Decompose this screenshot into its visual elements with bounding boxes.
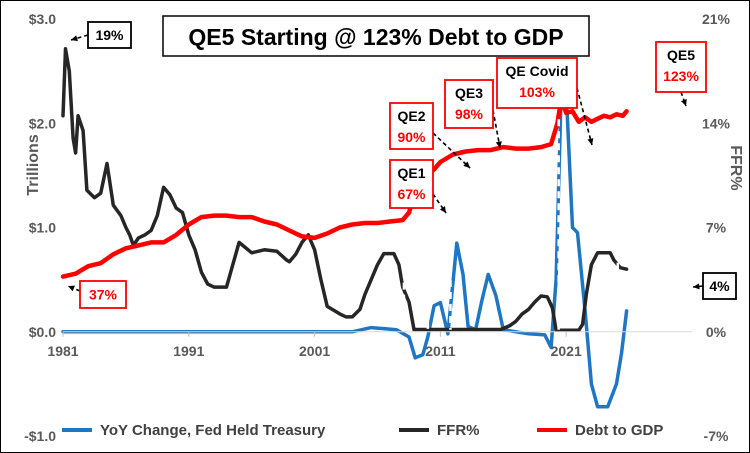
x-tick-label: 1991 — [173, 343, 204, 359]
title-layer: QE5 Starting @ 123% Debt to GDP — [162, 15, 590, 57]
annotation-text: 4% — [709, 278, 730, 294]
y-right-tick-label: 0% — [706, 324, 727, 340]
legend-label: Debt to GDP — [575, 422, 663, 439]
annotation-text: 37% — [89, 287, 118, 303]
annotation-arrowhead — [681, 99, 687, 106]
x-tick-label: 2021 — [551, 343, 582, 359]
annotation-arrowhead — [693, 283, 700, 290]
annotation-arrowhead — [463, 161, 470, 168]
y-right-tick-label: 21% — [702, 11, 731, 27]
annotation-box — [79, 280, 127, 309]
y-left-tick-label: $1.0 — [29, 220, 56, 236]
y-right-tick-label: 7% — [706, 220, 727, 236]
series-layer — [60, 47, 629, 409]
annotation-box — [87, 21, 132, 49]
ann-37pct: 37% — [67, 280, 127, 309]
annotation-text: QE Covid — [505, 63, 568, 79]
y-right-axis-title: FFR% — [727, 145, 744, 190]
series-line-debt-to-gdp — [60, 97, 629, 279]
annotation-box — [389, 159, 434, 209]
ann-4pct: 4% — [692, 272, 737, 300]
ann-qe-covid: QE Covid 103% — [496, 57, 594, 146]
annotation-text: 90% — [397, 129, 426, 145]
annotation-text: 123% — [663, 68, 699, 84]
annotation-leader-line — [680, 91, 687, 107]
series-line-ffr- — [61, 47, 629, 333]
chart-title: QE5 Starting @ 123% Debt to GDP — [188, 24, 563, 50]
annotation-arrowhead — [71, 35, 78, 42]
annotation-box — [496, 57, 578, 109]
legend-label: FFR% — [437, 422, 480, 439]
annotation-leader-line — [432, 193, 447, 214]
series-line-yoy-change-fed-held-treasury — [61, 90, 629, 409]
legend-entry: Debt to GDP — [537, 422, 663, 439]
annotation-arrowhead — [587, 138, 594, 145]
y-right-tick-label: 14% — [702, 115, 731, 131]
legend-entry: FFR% — [399, 422, 480, 439]
ann-qe5: QE5 123% — [655, 41, 707, 107]
annotation-arrowhead — [495, 141, 502, 148]
annotation-arrowhead — [68, 285, 75, 292]
y-left-tick-label: $2.0 — [29, 115, 56, 131]
annotation-text: 103% — [519, 84, 555, 100]
x-tick-label: 2001 — [299, 343, 330, 359]
axes-layer: -$1.0 $0.0 $1.0 $2.0 $3.0 -7% 0% 7% 14% 21% 1981 19… — [24, 11, 744, 444]
annotation-box — [702, 272, 737, 300]
legend-label: YoY Change, Fed Held Treasury — [100, 422, 326, 439]
y-left-tick-label: $0.0 — [29, 324, 56, 340]
annotation-text: QE1 — [397, 165, 425, 181]
annotation-text: QE5 — [667, 47, 695, 63]
annotation-text: QE2 — [397, 108, 425, 124]
annotation-leader-line — [576, 87, 593, 146]
annotation-text: 19% — [95, 27, 124, 43]
y-left-axis-title: Trillions — [25, 134, 42, 195]
title-box — [162, 15, 590, 57]
legend-entry: YoY Change, Fed Held Treasury — [62, 422, 326, 439]
x-tick-label: 2011 — [425, 343, 456, 359]
annotation-text: QE3 — [455, 85, 483, 101]
annotation-box — [444, 79, 494, 129]
annotation-box — [655, 41, 707, 93]
annotation-leader-line — [432, 132, 471, 169]
ann-19pct: 19% — [70, 21, 132, 49]
annotation-box — [389, 102, 434, 150]
annotation-text: 67% — [397, 186, 426, 202]
legend: YoY Change, Fed Held Treasury FFR% Debt to… — [62, 422, 663, 439]
y-left-tick-label: $3.0 — [29, 11, 56, 27]
annotation-text: 98% — [455, 106, 484, 122]
y-left-tick-label: -$1.0 — [24, 428, 56, 444]
x-tick-label: 1981 — [47, 343, 78, 359]
annotation-arrowhead — [439, 206, 446, 213]
y-right-tick-label: -7% — [704, 428, 729, 444]
